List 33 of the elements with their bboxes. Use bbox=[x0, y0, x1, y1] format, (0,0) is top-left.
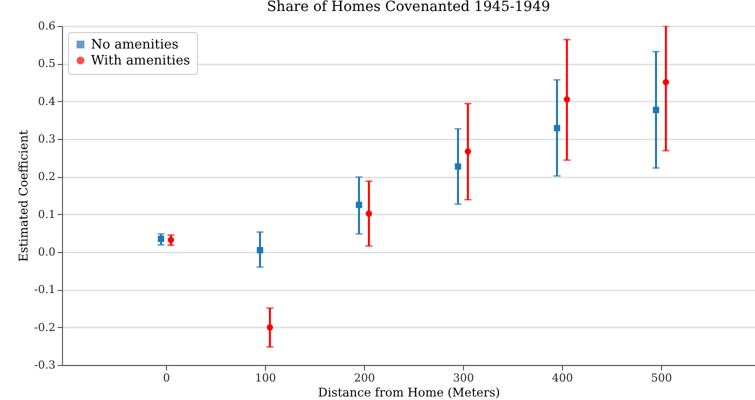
chart-title: Share of Homes Covenanted 1945-1949 bbox=[266, 0, 550, 15]
y-tick-label: 0.6 bbox=[38, 20, 56, 32]
y-tick-label: 0.4 bbox=[38, 94, 56, 108]
point bbox=[464, 148, 472, 155]
point bbox=[662, 78, 670, 86]
point bbox=[652, 106, 660, 114]
point bbox=[168, 236, 174, 244]
y-tick-label: -0.2 bbox=[34, 320, 56, 334]
point bbox=[554, 124, 560, 132]
y-tick-label: 0.3 bbox=[38, 132, 56, 146]
x-tick-label: 100 bbox=[254, 372, 276, 384]
y-tick-label: -0.1 bbox=[34, 283, 56, 296]
x-tick-label: 400 bbox=[552, 372, 573, 384]
x-tick-label: 300 bbox=[452, 372, 474, 384]
x-tick-label: 200 bbox=[354, 372, 375, 384]
x-tick-label: 500 bbox=[650, 372, 672, 384]
y-tick-label: 0.1 bbox=[38, 208, 56, 221]
x-tick-label: 0 bbox=[162, 372, 170, 384]
y-tick-label: 0.5 bbox=[38, 57, 56, 70]
y-tick-label: 0.0 bbox=[38, 246, 56, 258]
y-axis-title: Estimated Coefficient bbox=[16, 130, 30, 262]
y-tick-label: 0.2 bbox=[38, 170, 56, 184]
point bbox=[256, 246, 264, 254]
y-tick-label: -0.3 bbox=[34, 358, 56, 372]
point bbox=[366, 210, 372, 217]
point bbox=[266, 324, 274, 330]
point bbox=[356, 202, 362, 208]
point bbox=[454, 163, 462, 170]
point bbox=[158, 236, 164, 242]
point bbox=[564, 96, 570, 103]
x-axis-title: Distance from Home (Meters) bbox=[318, 386, 500, 400]
legend-label: With amenities bbox=[91, 54, 190, 68]
legend-label: No amenities bbox=[91, 38, 178, 52]
